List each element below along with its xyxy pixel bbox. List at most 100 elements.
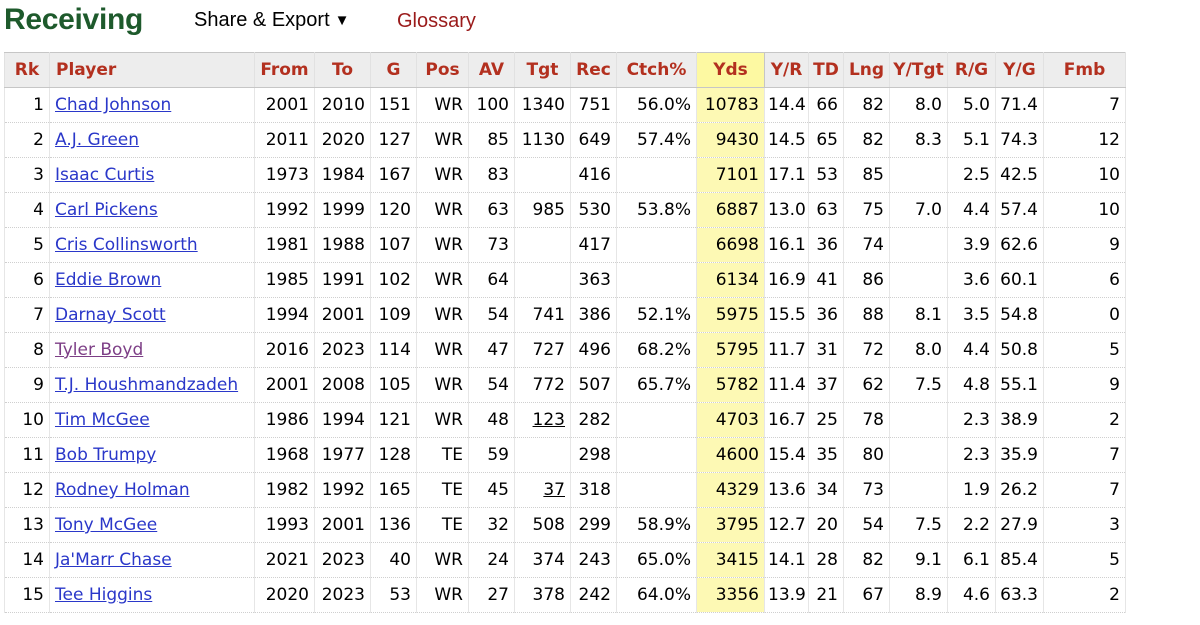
column-header-to[interactable]: To (314, 52, 371, 88)
column-header-ytgt[interactable]: Y/Tgt (889, 52, 948, 88)
player-link[interactable]: Carl Pickens (55, 200, 158, 220)
cell-fmb: 12 (1043, 122, 1126, 158)
cell-ctch (616, 437, 697, 473)
cell-rec: 386 (570, 297, 617, 333)
player-link[interactable]: T.J. Houshmandzadeh (55, 375, 239, 395)
cell-pos: TE (416, 507, 469, 543)
cell-rk: 13 (4, 507, 50, 543)
player-link[interactable]: A.J. Green (55, 130, 140, 150)
cell-ytgt (889, 402, 948, 438)
cell-rk: 10 (4, 402, 50, 438)
column-header-td[interactable]: TD (808, 52, 844, 88)
table-row: 10 Tim McGee 1986 1994 121 WR 48 123 282 4703 16.7… (4, 402, 1126, 438)
cell-rg: 6.1 (947, 542, 996, 578)
player-link[interactable]: Tyler Boyd (55, 340, 144, 360)
column-header-yds[interactable]: Yds (696, 52, 765, 88)
cell-rk: 5 (4, 227, 50, 263)
column-header-g[interactable]: G (370, 52, 417, 88)
share-export-menu[interactable]: Share & Export ▼ (194, 9, 349, 32)
cell-tgt: 378 (514, 577, 571, 613)
column-header-ctch[interactable]: Ctch% (616, 52, 697, 88)
cell-rk: 15 (4, 577, 50, 613)
player-link[interactable]: Tim McGee (55, 410, 150, 430)
cell-lng: 82 (843, 87, 890, 123)
cell-yds: 5975 (696, 297, 765, 333)
player-link[interactable]: Eddie Brown (55, 270, 162, 290)
cell-fmb: 2 (1043, 402, 1126, 438)
column-header-fmb[interactable]: Fmb (1043, 52, 1126, 88)
cell-av: 47 (468, 332, 515, 368)
cell-yr: 17.1 (764, 157, 809, 193)
cell-pos: WR (416, 332, 469, 368)
cell-pos: WR (416, 122, 469, 158)
glossary-link[interactable]: Glossary (397, 10, 476, 32)
cell-to: 2001 (314, 297, 371, 333)
cell-lng: 54 (843, 507, 890, 543)
column-header-pos[interactable]: Pos (416, 52, 469, 88)
cell-rec: 299 (570, 507, 617, 543)
column-header-yg[interactable]: Y/G (995, 52, 1044, 88)
column-header-rec[interactable]: Rec (570, 52, 617, 88)
player-link[interactable]: Isaac Curtis (55, 165, 155, 185)
cell-to: 2023 (314, 542, 371, 578)
player-link[interactable]: Darnay Scott (55, 305, 166, 325)
cell-rg: 3.5 (947, 297, 996, 333)
player-link[interactable]: Tee Higgins (55, 585, 153, 605)
cell-g: 40 (370, 542, 417, 578)
cell-yds: 5782 (696, 367, 765, 403)
table-row: 8 Tyler Boyd 2016 2023 114 WR 47 727 496 68.2% 579… (4, 332, 1126, 368)
cell-yg: 42.5 (995, 157, 1044, 193)
cell-player: Bob Trumpy (49, 437, 255, 473)
cell-yr: 14.1 (764, 542, 809, 578)
receiving-table-container: Rk Player From To G Pos AV Tgt Rec Ctch% Yds Y/R TD L… (4, 52, 1126, 613)
cell-yr: 11.4 (764, 367, 809, 403)
cell-player: Rodney Holman (49, 472, 255, 508)
cell-yr: 14.5 (764, 122, 809, 158)
player-link[interactable]: Ja'Marr Chase (55, 550, 172, 570)
cell-rg: 3.9 (947, 227, 996, 263)
cell-yds: 4703 (696, 402, 765, 438)
targets-value-underlined[interactable]: 123 (532, 410, 565, 430)
cell-yds: 3415 (696, 542, 765, 578)
cell-yr: 13.9 (764, 577, 809, 613)
cell-lng: 86 (843, 262, 890, 298)
column-header-tgt[interactable]: Tgt (514, 52, 571, 88)
cell-lng: 74 (843, 227, 890, 263)
cell-td: 31 (808, 332, 844, 368)
cell-yr: 16.1 (764, 227, 809, 263)
column-header-lng[interactable]: Lng (843, 52, 890, 88)
column-header-rk[interactable]: Rk (4, 52, 50, 88)
column-header-yr[interactable]: Y/R (764, 52, 809, 88)
cell-av: 83 (468, 157, 515, 193)
column-header-player[interactable]: Player (49, 52, 255, 88)
cell-rec: 507 (570, 367, 617, 403)
player-link[interactable]: Rodney Holman (55, 480, 190, 500)
cell-rk: 2 (4, 122, 50, 158)
cell-yds: 6134 (696, 262, 765, 298)
player-link[interactable]: Cris Collinsworth (55, 235, 198, 255)
cell-tgt (514, 157, 571, 193)
cell-yr: 15.4 (764, 437, 809, 473)
cell-yr: 16.9 (764, 262, 809, 298)
cell-td: 28 (808, 542, 844, 578)
column-header-rg[interactable]: R/G (947, 52, 996, 88)
cell-g: 105 (370, 367, 417, 403)
cell-ytgt: 8.9 (889, 577, 948, 613)
cell-yg: 62.6 (995, 227, 1044, 263)
player-link[interactable]: Tony McGee (55, 515, 158, 535)
cell-rg: 4.4 (947, 332, 996, 368)
cell-av: 85 (468, 122, 515, 158)
cell-yg: 71.4 (995, 87, 1044, 123)
column-header-from[interactable]: From (254, 52, 315, 88)
player-link[interactable]: Bob Trumpy (55, 445, 157, 465)
cell-pos: TE (416, 472, 469, 508)
column-header-av[interactable]: AV (468, 52, 515, 88)
targets-value-underlined[interactable]: 37 (543, 480, 565, 500)
cell-rec: 417 (570, 227, 617, 263)
cell-yg: 26.2 (995, 472, 1044, 508)
player-link[interactable]: Chad Johnson (55, 95, 172, 115)
cell-td: 53 (808, 157, 844, 193)
cell-from: 2001 (254, 367, 315, 403)
cell-pos: WR (416, 262, 469, 298)
cell-ctch: 65.7% (616, 367, 697, 403)
